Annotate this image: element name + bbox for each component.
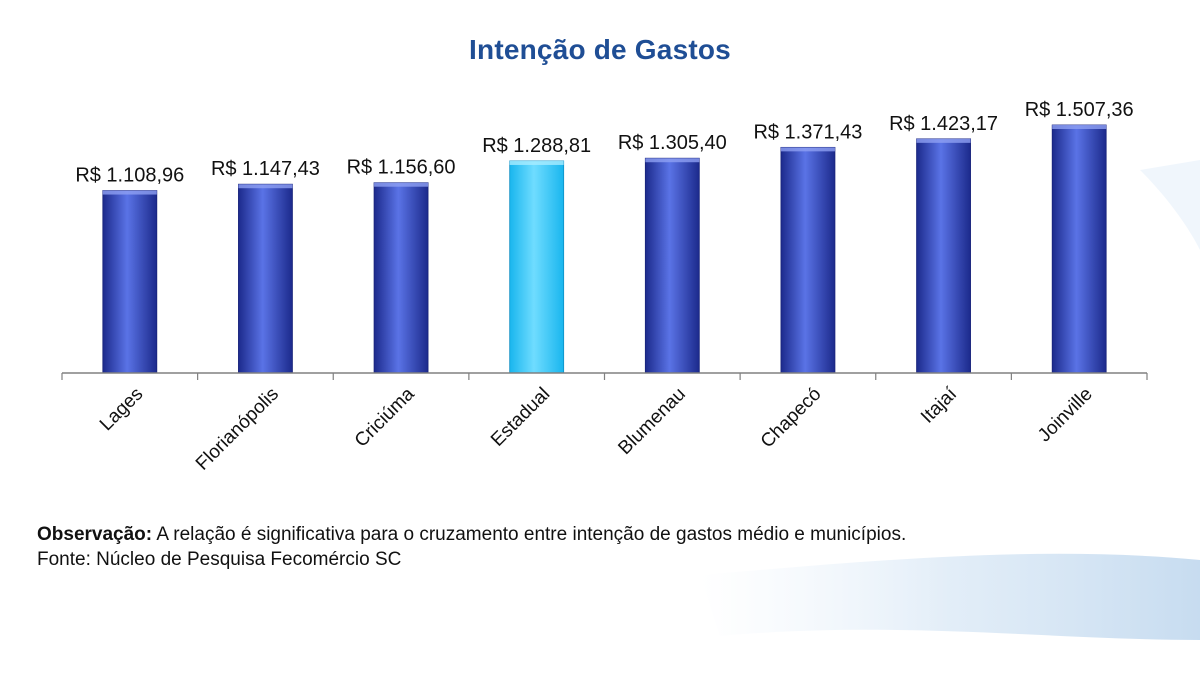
category-label: Joinville bbox=[1034, 384, 1097, 447]
data-label: R$ 1.288,81 bbox=[482, 135, 591, 157]
data-label: R$ 1.371,43 bbox=[753, 121, 862, 143]
observation-text: A relação é significativa para o cruzame… bbox=[152, 524, 906, 545]
bar-lages bbox=[103, 191, 157, 373]
data-label: R$ 1.147,43 bbox=[211, 158, 320, 180]
category-label: Estadual bbox=[487, 384, 554, 451]
bar-top-highlight bbox=[374, 183, 428, 187]
bar-top-highlight bbox=[510, 161, 564, 165]
category-label: Lages bbox=[96, 384, 147, 435]
bar-top-highlight bbox=[781, 147, 835, 151]
bar-florianópolis bbox=[238, 184, 292, 373]
bar-top-highlight bbox=[645, 158, 699, 162]
chart-note: Observação: A relação é significativa pa… bbox=[37, 522, 906, 572]
bar-top-highlight bbox=[1052, 125, 1106, 129]
bar-chart: R$ 1.108,96 Lages R$ 1.147,43 Florianópolis… bbox=[0, 0, 1200, 510]
category-label: Florianópolis bbox=[192, 384, 283, 475]
bar-blumenau bbox=[645, 158, 699, 373]
data-label: R$ 1.108,96 bbox=[75, 165, 184, 187]
bar-joinville bbox=[1052, 125, 1106, 373]
category-label: Chapecó bbox=[757, 384, 826, 453]
data-label: R$ 1.507,36 bbox=[1025, 99, 1134, 121]
source-line: Fonte: Núcleo de Pesquisa Fecomércio SC bbox=[37, 547, 906, 572]
bar-estadual bbox=[510, 161, 564, 373]
bar-criciúma bbox=[374, 183, 428, 373]
bar-top-highlight bbox=[917, 139, 971, 143]
bar-top-highlight bbox=[103, 191, 157, 195]
data-label: R$ 1.423,17 bbox=[889, 113, 998, 135]
data-label: R$ 1.156,60 bbox=[347, 157, 456, 179]
observation-label: Observação: bbox=[37, 524, 152, 545]
bar-top-highlight bbox=[238, 184, 292, 188]
category-label: Itajaí bbox=[917, 383, 961, 427]
category-label: Blumenau bbox=[614, 384, 689, 459]
observation-line: Observação: A relação é significativa pa… bbox=[37, 522, 906, 547]
data-label: R$ 1.305,40 bbox=[618, 132, 727, 154]
bar-chapecó bbox=[781, 147, 835, 373]
category-label: Criciúma bbox=[351, 383, 419, 451]
bar-itajaí bbox=[917, 139, 971, 373]
